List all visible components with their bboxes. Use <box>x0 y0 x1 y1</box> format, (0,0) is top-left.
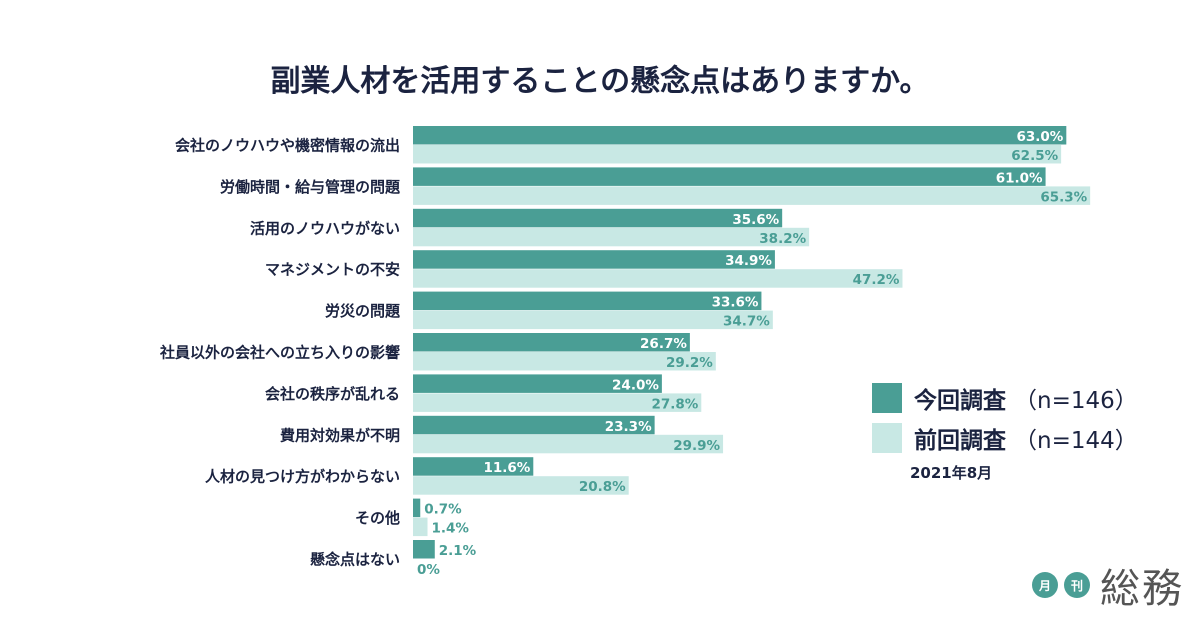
data-label: 47.2% <box>853 272 900 288</box>
data-label: 62.5% <box>1011 148 1058 164</box>
legend-swatch <box>872 423 902 453</box>
bar-current <box>413 333 690 352</box>
data-label: 65.3% <box>1040 189 1087 205</box>
logo: 月 刊 総務 <box>1032 556 1184 614</box>
category-label: 会社のノウハウや機密情報の流出 <box>175 137 400 155</box>
legend: 今回調査 （n=146） 前回調査 （n=144） 2021年8月 <box>872 378 1138 483</box>
category-label: マネジメントの不安 <box>265 261 400 279</box>
data-label: 1.4% <box>432 521 470 537</box>
legend-swatch <box>872 383 902 413</box>
legend-item-current: 今回調査 （n=146） <box>872 378 1138 418</box>
category-label: 会社の秩序が乱れる <box>265 385 400 403</box>
data-label: 23.3% <box>605 419 652 435</box>
data-label: 35.6% <box>732 212 779 228</box>
legend-label: 前回調査 <box>914 428 1006 454</box>
logo-word: 総務 <box>1100 566 1184 612</box>
bar-previous <box>413 227 810 247</box>
data-label: 27.8% <box>651 396 698 412</box>
bar-previous <box>413 476 629 495</box>
category-label: 費用対効果が不明 <box>280 426 400 444</box>
bar-current <box>413 415 655 435</box>
logo-badge: 刊 <box>1064 572 1090 598</box>
bar-current <box>413 291 762 311</box>
bar-current <box>413 540 435 559</box>
data-label: 29.9% <box>673 438 720 454</box>
legend-n: （n=146） <box>1014 388 1138 414</box>
category-label: 労働時間・給与管理の問題 <box>220 178 401 196</box>
data-label: 0.7% <box>424 502 462 518</box>
survey-date: 2021年8月 <box>910 464 993 482</box>
category-label: 活用のノウハウがない <box>250 219 400 237</box>
category-label: その他 <box>355 509 400 527</box>
data-label: 24.0% <box>612 377 659 393</box>
bar-current <box>413 250 775 269</box>
data-label: 61.0% <box>996 170 1043 186</box>
data-label: 26.7% <box>640 336 687 352</box>
bar-current <box>413 126 1067 145</box>
data-label: 38.2% <box>759 231 806 247</box>
category-label: 社員以外の会社への立ち入りの影響 <box>159 344 400 362</box>
data-label: 63.0% <box>1016 129 1063 145</box>
bar-previous <box>413 310 773 330</box>
category-label: 労災の問題 <box>325 302 401 320</box>
data-label: 33.6% <box>712 295 759 311</box>
bar-current <box>413 167 1046 186</box>
bar-previous <box>413 145 1062 164</box>
category-label: 人材の見つけ方がわからない <box>205 468 400 486</box>
data-label: 2.1% <box>439 543 477 559</box>
logo-badge: 月 <box>1032 572 1058 598</box>
data-label: 20.8% <box>579 479 626 495</box>
bar-previous <box>413 269 903 288</box>
bar-previous <box>413 434 724 454</box>
data-label: 11.6% <box>483 460 530 476</box>
bar-previous <box>413 186 1091 205</box>
chart-title: 副業人材を活用することの懸念点はありますか。 <box>270 64 930 99</box>
data-label: 34.7% <box>723 314 770 330</box>
data-label: 0% <box>417 562 440 578</box>
bar-current <box>413 208 783 228</box>
data-label: 34.9% <box>725 253 772 269</box>
category-label: 懸念点はない <box>310 551 400 569</box>
bar-current <box>413 498 421 518</box>
legend-item-previous: 前回調査 （n=144） <box>872 418 1138 458</box>
bar-current <box>413 457 534 476</box>
legend-label: 今回調査 <box>914 388 1006 414</box>
bar-previous <box>413 517 428 537</box>
bar-previous <box>413 393 702 412</box>
legend-n: （n=144） <box>1014 428 1138 454</box>
bar-current <box>413 374 662 393</box>
data-label: 29.2% <box>666 355 713 371</box>
bar-previous <box>413 352 716 371</box>
